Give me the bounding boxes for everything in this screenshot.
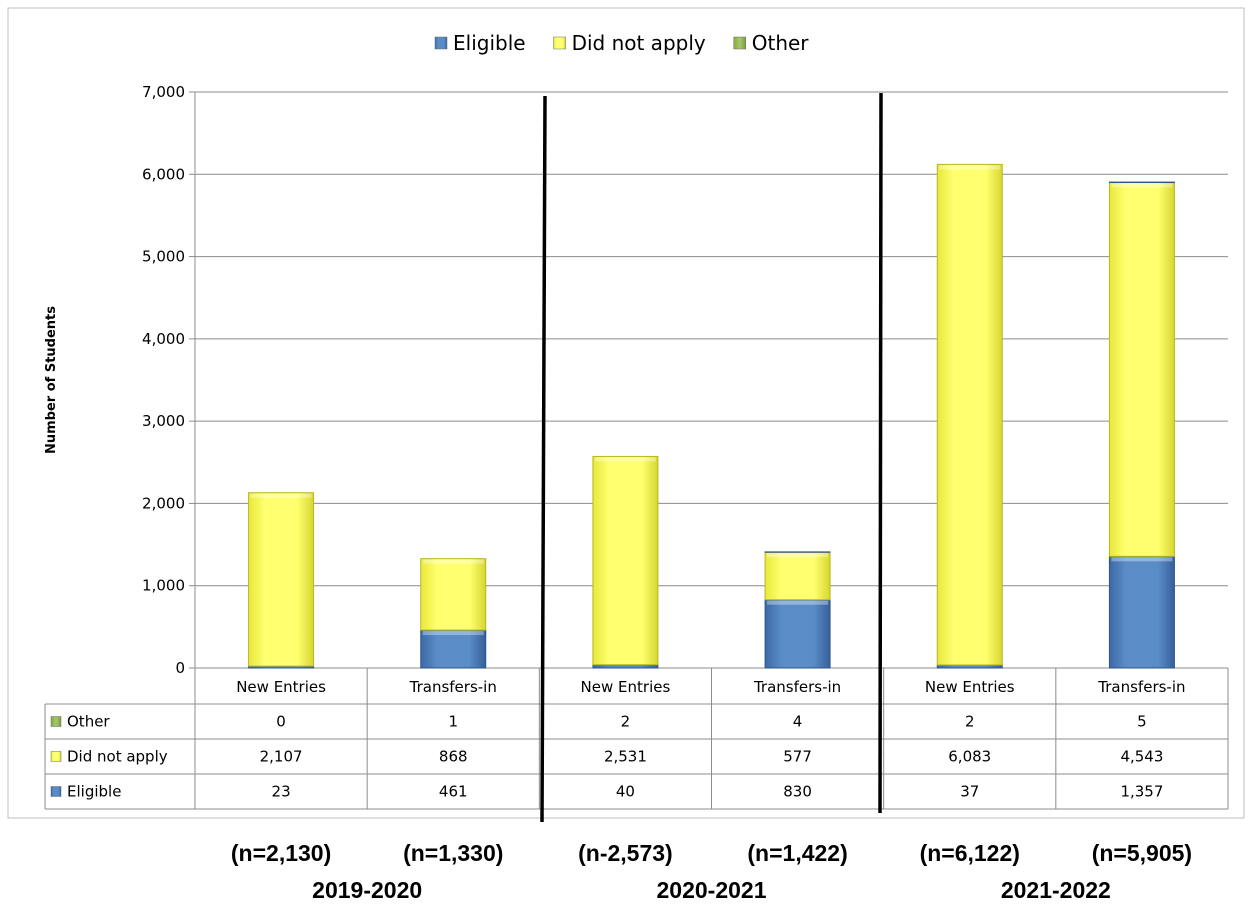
table-cell-other: 4 bbox=[793, 713, 803, 731]
total-label: (n=1,422) bbox=[747, 840, 848, 866]
y-tick-label: 1,000 bbox=[142, 577, 185, 595]
y-tick-label: 5,000 bbox=[142, 248, 185, 266]
bar-eligible bbox=[1108, 555, 1175, 669]
table-cell-did-not-apply: 868 bbox=[439, 748, 468, 766]
table-cell-eligible: 1,357 bbox=[1120, 783, 1163, 801]
bar-did-not-apply bbox=[420, 558, 487, 631]
y-tick-label: 6,000 bbox=[142, 165, 185, 183]
table-key-did-not-apply bbox=[50, 751, 62, 762]
table-cell-eligible: 830 bbox=[783, 783, 812, 801]
table-cell-eligible: 40 bbox=[616, 783, 635, 801]
table-cell-did-not-apply: 2,531 bbox=[604, 748, 647, 766]
category-label: New Entries bbox=[925, 678, 1015, 696]
bar-eligible bbox=[420, 629, 487, 669]
table-cell-did-not-apply: 6,083 bbox=[948, 748, 991, 766]
legend-swatch-other bbox=[733, 36, 746, 50]
bar-bevel bbox=[939, 165, 1001, 170]
bar-did-not-apply bbox=[1108, 182, 1175, 557]
table-cell-eligible: 37 bbox=[960, 783, 979, 801]
total-label: (n=1,330) bbox=[403, 840, 504, 866]
category-label: New Entries bbox=[236, 678, 326, 696]
bar-bevel bbox=[422, 559, 484, 564]
table-key-eligible bbox=[50, 786, 62, 797]
bar-did-not-apply bbox=[592, 455, 659, 666]
category-label: Transfers-in bbox=[1097, 678, 1185, 696]
table-cell-other: 0 bbox=[276, 713, 286, 731]
table-key-other bbox=[50, 716, 62, 727]
table-cell-other: 2 bbox=[965, 713, 975, 731]
total-label: (n=2,130) bbox=[230, 840, 332, 866]
bar-bevel bbox=[1111, 183, 1173, 188]
table-cell-eligible: 461 bbox=[439, 783, 468, 801]
total-label: (n=6,122) bbox=[919, 840, 1020, 866]
table-row-label-eligible: Eligible bbox=[67, 783, 121, 801]
table-cell-other: 5 bbox=[1137, 713, 1147, 731]
y-tick-label: 4,000 bbox=[142, 330, 185, 348]
legend-swatch-eligible bbox=[434, 36, 448, 50]
group-label: 2021-2022 bbox=[1000, 877, 1111, 903]
bar-did-not-apply bbox=[936, 163, 1003, 666]
chart-frame bbox=[7, 7, 1245, 819]
total-label: (n=5,905) bbox=[1091, 840, 1193, 866]
legend-label-other: Other bbox=[752, 31, 810, 55]
table-cell-other: 2 bbox=[621, 713, 631, 731]
category-label: Transfers-in bbox=[753, 678, 841, 696]
bar-bevel bbox=[422, 631, 484, 636]
total-label: (n-2,573) bbox=[578, 840, 673, 866]
bar-bevel bbox=[767, 553, 829, 558]
category-label: Transfers-in bbox=[409, 678, 497, 696]
bar-bevel bbox=[1111, 557, 1173, 562]
y-tick-label: 0 bbox=[175, 659, 185, 677]
group-label: 2020-2021 bbox=[656, 877, 767, 903]
legend-label-did-not-apply: Did not apply bbox=[572, 31, 706, 55]
table-cell-other: 1 bbox=[448, 713, 458, 731]
y-tick-label: 2,000 bbox=[142, 494, 185, 512]
bar-bevel bbox=[250, 493, 312, 498]
category-label: New Entries bbox=[581, 678, 671, 696]
legend-swatch-did-not-apply bbox=[553, 36, 566, 50]
table-cell-did-not-apply: 577 bbox=[783, 748, 812, 766]
bar-bevel bbox=[767, 600, 829, 605]
table-cell-did-not-apply: 2,107 bbox=[260, 748, 303, 766]
table-row-label-other: Other bbox=[67, 713, 110, 731]
legend-label-eligible: Eligible bbox=[453, 31, 526, 55]
y-axis-label: Number of Students bbox=[44, 306, 59, 454]
bar-did-not-apply bbox=[248, 492, 315, 667]
group-divider bbox=[878, 92, 883, 814]
table-cell-did-not-apply: 4,543 bbox=[1120, 748, 1163, 766]
group-divider bbox=[540, 95, 547, 823]
table-cell-eligible: 23 bbox=[272, 783, 291, 801]
table-row-label-did-not-apply: Did not apply bbox=[67, 748, 168, 766]
group-label: 2019-2020 bbox=[312, 877, 423, 903]
y-tick-label: 3,000 bbox=[142, 412, 185, 430]
bar-bevel bbox=[594, 457, 656, 462]
bar-eligible bbox=[764, 599, 831, 669]
bar-did-not-apply bbox=[764, 551, 831, 601]
y-tick-label: 7,000 bbox=[142, 83, 185, 101]
